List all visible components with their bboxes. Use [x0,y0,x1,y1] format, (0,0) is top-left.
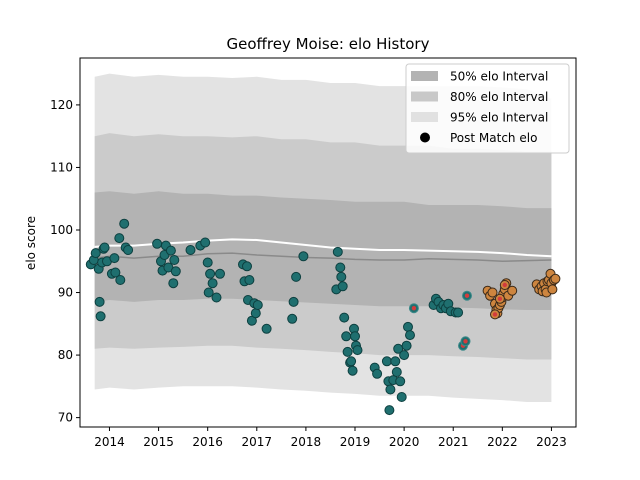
data-point [487,287,498,298]
data-point-center [492,312,498,317]
data-point [109,253,120,264]
legend-swatch [411,112,438,122]
data-point [110,267,121,278]
data-point [405,330,415,341]
data-point [200,237,211,248]
data-point [165,245,176,256]
data-point [384,405,395,416]
plot-area [85,73,561,416]
legend-label: 80% elo Interval [450,90,548,104]
y-tick-label: 100 [50,223,73,237]
data-point [346,356,357,367]
y-tick-label: 90 [58,286,73,300]
x-tick-label: 2022 [487,435,518,449]
legend-swatch [411,91,438,102]
data-point [203,287,214,298]
data-point [391,367,402,377]
data-point [207,278,218,289]
data-point [396,392,407,402]
data-point [347,365,358,376]
data-point [287,313,298,324]
data-point [390,356,401,367]
data-point [119,218,130,229]
x-tick-label: 2021 [438,435,469,449]
data-point [169,255,180,265]
y-axis-label: elo score [24,216,38,270]
data-point [252,300,263,310]
y-tick-label: 80 [58,348,73,362]
data-point [170,266,181,277]
legend-marker [420,132,430,143]
data-point [90,248,101,259]
data-point [341,331,352,342]
data-point [372,368,383,379]
data-point [152,238,163,249]
legend: 50% elo Interval 80% elo Interval 95% elo … [405,63,570,154]
data-point [352,345,363,356]
legend-label: Post Match elo [450,131,537,145]
data-point [403,321,413,332]
data-point [123,245,134,255]
data-point [399,350,410,361]
data-point [336,271,347,282]
legend-label: 50% elo Interval [450,70,548,84]
data-point [202,257,213,268]
data-point [250,308,261,319]
legend-label: 95% elo Interval [450,111,548,125]
data-point-center [497,296,503,301]
data-point [244,275,255,285]
data-point-center [463,339,468,344]
data-point [381,356,392,367]
data-point [350,331,360,342]
y-tick-label: 70 [58,411,73,425]
x-tick-label: 2023 [536,435,567,449]
y-tick-label: 120 [50,98,73,112]
data-point [95,311,106,322]
data-point [507,285,518,296]
x-tick-label: 2018 [291,435,322,449]
data-point [332,246,343,257]
data-point-center [464,293,470,298]
data-point [288,296,299,307]
data-point [242,261,252,272]
data-point [547,284,558,295]
x-tick-label: 2015 [143,435,174,449]
x-tick-label: 2019 [340,435,371,449]
plot-frame [79,57,577,428]
legend-box [405,63,570,154]
axes: 2014 2015 2016 2017 2018 2019 2020 2021 2022 2023… [50,98,567,449]
x-tick-label: 2016 [192,435,223,449]
x-tick-label: 2020 [389,435,420,449]
x-tick-label: 2014 [94,435,125,449]
data-point [298,251,309,262]
data-point [261,323,272,334]
y-tick-label: 110 [50,160,73,174]
data-point [99,242,110,253]
data-point [211,292,222,303]
data-point [291,271,302,282]
data-point [168,278,179,289]
data-point [185,245,196,255]
data-point [342,346,353,357]
data-point [401,340,412,351]
data-point [453,307,464,318]
data-point [337,281,348,292]
data-point [114,233,125,244]
data-point [385,384,396,395]
legend-swatch [411,71,438,81]
data-point-center [411,306,417,311]
x-tick-label: 2017 [242,435,273,449]
chart-title: Geoffrey Moise: elo History [227,35,430,53]
data-point [215,268,225,279]
data-point [115,275,126,285]
data-point [335,262,346,273]
data-point [550,273,561,284]
data-point [205,268,216,279]
data-point [395,376,406,387]
data-point [94,296,105,307]
data-point-center [502,282,507,288]
data-point [339,312,350,323]
